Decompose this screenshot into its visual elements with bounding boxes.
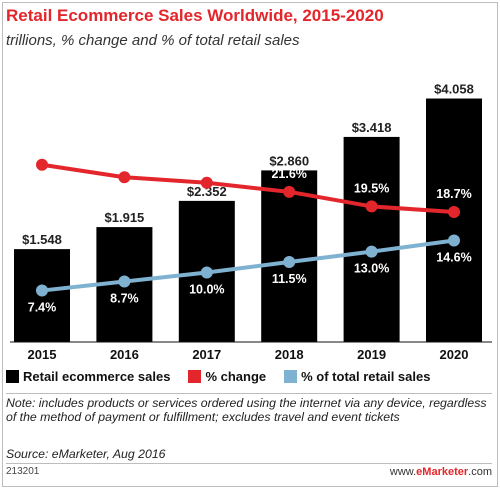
bar-label-2016: $1.915: [105, 210, 145, 225]
legend-swatch-sales: [6, 370, 19, 383]
bar-label-2019: $3.418: [352, 120, 392, 135]
point-label-share-2018: 11.5%: [272, 272, 307, 286]
legend-swatch-change: [188, 370, 202, 383]
brand-suffix: .com: [468, 466, 492, 478]
brand-name: eMarketer: [416, 466, 469, 478]
chart-canvas: $1.548 $1.915 $2.352 $2.860 $3.418 $4.058 25.5…: [10, 82, 492, 362]
chart-note: Note: includes products or services orde…: [6, 396, 487, 424]
point-share-2018: [283, 256, 296, 269]
point-label-share-2015: 7.4%: [28, 301, 57, 315]
point-change-2020: [448, 205, 460, 218]
bar-2019: [343, 136, 400, 342]
footer-divider: [6, 463, 492, 464]
point-share-2019: [365, 245, 378, 258]
point-label-share-2016: 8.7%: [110, 292, 139, 306]
point-label-change-2018: 21.6%: [271, 167, 306, 181]
x-tick-2020: 2020: [440, 347, 469, 362]
point-change-2016: [118, 171, 131, 184]
point-label-share-2020: 14.6%: [436, 250, 471, 264]
legend-label-share: % of total retail sales: [301, 369, 431, 384]
chart-subtitle: trillions, % change and % of total retai…: [6, 32, 300, 49]
legend-swatch-share: [284, 370, 298, 383]
point-label-share-2019: 13.0%: [354, 262, 389, 276]
legend-item-sales: Retail ecommerce sales: [6, 369, 170, 384]
point-change-2019: [365, 200, 378, 213]
chart-source: Source: eMarketer, Aug 2016: [6, 447, 166, 461]
x-tick-2016: 2016: [110, 347, 139, 362]
legend: Retail ecommerce sales % change % of tot…: [6, 369, 448, 384]
legend-item-share: % of total retail sales: [284, 369, 430, 384]
bar-label-2018: $2.860: [269, 153, 309, 168]
bar-2020: [426, 98, 482, 343]
point-share-2016: [118, 275, 131, 288]
point-label-change-2015: 25.5%: [24, 140, 59, 154]
point-label-change-2019: 19.5%: [354, 181, 389, 195]
x-tick-2018: 2018: [275, 347, 304, 362]
point-share-2015: [36, 284, 48, 297]
point-label-change-2016: 23.7%: [107, 152, 142, 166]
line-share: [41, 238, 455, 293]
bar-label-2020: $4.058: [434, 82, 474, 97]
point-share-2017: [200, 266, 213, 279]
x-tick-2017: 2017: [192, 347, 221, 362]
point-change-2018: [283, 185, 296, 198]
point-change-2015: [36, 158, 48, 171]
chart-id: 213201: [6, 466, 40, 477]
point-label-change-2020: 18.7%: [436, 187, 471, 201]
point-share-2020: [448, 234, 460, 247]
notes-divider: [6, 393, 492, 394]
point-label-share-2017: 10.0%: [189, 282, 224, 296]
legend-label-change: % change: [205, 369, 267, 384]
point-label-change-2017: 22.9%: [189, 158, 224, 172]
point-change-2017: [200, 176, 213, 189]
legend-label-sales: Retail ecommerce sales: [23, 369, 171, 384]
brand-link[interactable]: www.eMarketer.com: [390, 466, 492, 478]
x-tick-2019: 2019: [357, 347, 386, 362]
legend-item-change: % change: [188, 369, 266, 384]
bar-label-2017: $2.352: [187, 184, 227, 199]
x-tick-2015: 2015: [28, 347, 57, 362]
line-change: [41, 162, 455, 214]
brand-prefix: www.: [389, 466, 417, 478]
chart-title: Retail Ecommerce Sales Worldwide, 2015-2…: [6, 6, 384, 25]
bar-label-2015: $1.548: [22, 232, 62, 247]
